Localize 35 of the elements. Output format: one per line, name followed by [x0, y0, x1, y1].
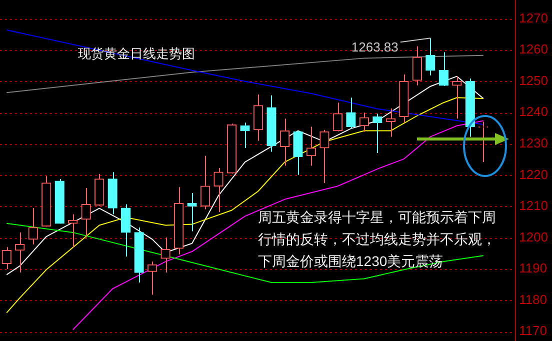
candlestick	[293, 130, 303, 176]
y-tick-label: 1200	[519, 229, 548, 244]
candlestick	[412, 46, 422, 86]
candlestick	[332, 102, 343, 132]
y-tick-label: 1260	[519, 42, 548, 57]
y-tick-label: 1210	[519, 198, 548, 214]
candlestick	[386, 108, 396, 138]
y-tick-label: 1230	[519, 135, 548, 150]
candlestick	[174, 186, 184, 255]
y-tick-label: 1220	[519, 166, 548, 182]
candlestick	[399, 74, 409, 124]
candlestick	[108, 172, 118, 215]
candlestick	[187, 192, 197, 232]
candlestick	[253, 94, 264, 142]
candlestick	[266, 94, 276, 152]
candlestick	[320, 129, 330, 184]
annotation: 周五黄金录得十字星，可能预示着下周	[258, 208, 496, 227]
annotation: 1263.83	[351, 40, 398, 55]
candlestick	[478, 121, 488, 163]
candlestick	[226, 123, 237, 174]
candlestick	[120, 204, 131, 258]
annotation: 行情的反转，不过均线走势并不乐观，	[258, 230, 496, 249]
y-tick-label: 1270	[519, 10, 548, 26]
candlestick	[134, 226, 144, 283]
y-tick-label: 1250	[519, 72, 548, 88]
candlestick	[240, 122, 250, 148]
candlestick	[200, 155, 210, 210]
y-tick-label: 1190	[519, 260, 547, 276]
y-tick-label: 1170	[519, 323, 547, 338]
y-tick-label: 1180	[519, 292, 547, 307]
candlestick	[42, 176, 52, 227]
candlestick	[465, 78, 475, 138]
y-tick-label: 1240	[519, 104, 548, 120]
candlestick	[280, 118, 290, 166]
candlestick	[94, 173, 104, 206]
